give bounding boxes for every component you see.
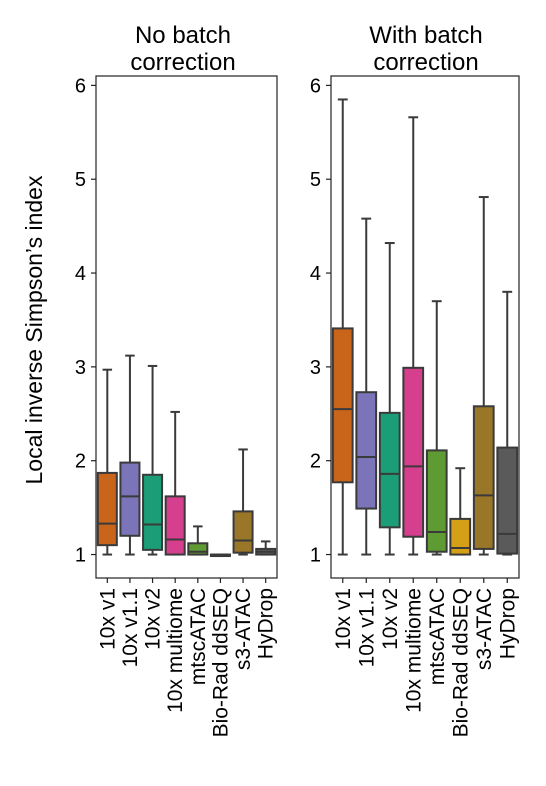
x-tick-label: s3-ATAC (473, 588, 496, 670)
box-body (402, 366, 425, 538)
y-tick-label: 1 (310, 545, 321, 567)
panel-title-line: No batch (135, 22, 231, 49)
y-tick-label: 3 (75, 357, 86, 379)
panel-title-line: With batch (369, 22, 482, 49)
box-hydrop (496, 290, 519, 556)
box-10x-v2 (142, 364, 164, 556)
box-body (425, 449, 448, 553)
box-body (355, 391, 378, 510)
box-body (187, 542, 209, 556)
box-10x-multiome (164, 410, 186, 556)
box-body (449, 517, 472, 556)
box-10x-v1-1 (119, 354, 141, 556)
box-s3-atac (472, 196, 495, 556)
x-tick-label: 10x v2 (142, 588, 165, 650)
y-tick-label: 4 (310, 263, 321, 285)
x-tick-label: s3-ATAC (232, 588, 255, 670)
x-tick-label: 10x v2 (379, 588, 402, 650)
box-10x-v1-1 (355, 217, 378, 556)
x-tick-label: 10x multiome (164, 588, 187, 713)
x-tick-label: 10x v1.1 (355, 588, 378, 667)
box-body (142, 473, 164, 551)
x-tick-label: HyDrop (255, 588, 278, 659)
box-mtscatac (425, 300, 448, 556)
x-tick-label: Bio-Rad ddSEQ (209, 588, 232, 737)
y-tick-label: 2 (75, 451, 86, 473)
x-tick-label: 10x v1 (96, 588, 119, 650)
box-body (96, 471, 118, 547)
plot-frame (95, 75, 278, 579)
box-bio-rad-ddseq (449, 467, 472, 556)
box-10x-v1 (96, 368, 118, 556)
y-tick-label: 4 (75, 263, 86, 285)
y-tick-label: 6 (310, 75, 321, 97)
y-axis-label: Local inverse Simpson’s index (21, 175, 47, 484)
box-10x-multiome (402, 116, 425, 556)
x-tick-label: mtscATAC (187, 588, 210, 685)
x-tick-label: mtscATAC (426, 588, 449, 685)
y-tick-label: 6 (75, 75, 86, 97)
y-tick-label: 3 (310, 357, 321, 379)
y-tick-label: 5 (310, 169, 321, 191)
box-bio-rad-ddseq (209, 553, 231, 558)
panel-title-line: correction (130, 49, 235, 76)
x-tick-label: 10x multiome (402, 588, 425, 713)
x-tick-label: HyDrop (496, 588, 519, 659)
box-mtscatac (187, 525, 209, 556)
box-10x-v1 (331, 98, 354, 556)
y-tick-label: 5 (75, 169, 86, 191)
plot-frame (330, 75, 520, 579)
box-hydrop (255, 540, 277, 556)
x-tick-label: Bio-Rad ddSEQ (449, 588, 472, 737)
x-tick-label: 10x v1.1 (119, 588, 142, 667)
box-body (119, 461, 141, 537)
box-body (331, 327, 354, 484)
y-tick-label: 2 (310, 451, 321, 473)
box-s3-atac (232, 448, 254, 556)
box-body (378, 411, 401, 529)
box-body (232, 510, 254, 554)
box-body (164, 495, 186, 556)
box-body (496, 446, 519, 555)
box-body (472, 405, 495, 550)
x-tick-label: 10x v1 (332, 588, 355, 650)
panel-title-line: correction (373, 49, 478, 76)
box-10x-v2 (378, 242, 401, 556)
y-tick-label: 1 (75, 545, 86, 567)
